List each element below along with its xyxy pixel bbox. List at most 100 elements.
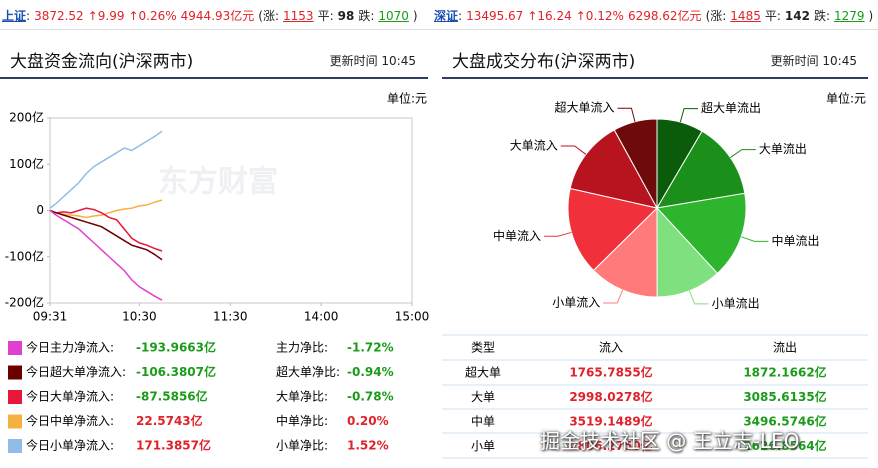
up-label: (涨: — [258, 9, 280, 23]
y-tick-label: 200亿 — [9, 110, 44, 125]
plot-frame — [49, 117, 413, 304]
down-count: 1279 — [834, 9, 865, 23]
ratio-label: 小单净比: — [276, 439, 328, 453]
pie-label: 大单流出 — [759, 142, 807, 156]
panel-title: 大盘资金流向(沪深两市) — [10, 52, 194, 72]
leader-line — [688, 290, 709, 305]
index-name[interactable]: 深证 — [434, 9, 459, 23]
index-pct: ↑0.12% — [575, 9, 624, 23]
colon: : — [458, 9, 463, 23]
y-tick-label: -200亿 — [5, 295, 44, 310]
index-value: 13495.67 — [466, 9, 524, 23]
table-cell: 3085.6135亿 — [743, 389, 826, 404]
up-count: 1485 — [730, 9, 761, 23]
series-line — [49, 207, 163, 252]
table-cell: 3496.5746亿 — [743, 414, 826, 429]
legend-label: 今日大单净流入: — [26, 389, 114, 404]
leader-line — [741, 236, 769, 242]
unit-label: 单位:元 — [826, 91, 866, 106]
leader-line — [617, 107, 636, 122]
pie-label: 超大单流出 — [701, 100, 761, 115]
panel-title: 大盘成交分布(沪深两市) — [452, 52, 636, 72]
ratio-value: -0.78% — [347, 390, 394, 404]
divider — [0, 29, 878, 30]
legend-value: 22.5743亿 — [136, 413, 203, 428]
flat-label: 平: — [317, 9, 334, 23]
leader-line — [560, 145, 587, 155]
ratio-value: -1.72% — [347, 341, 394, 355]
leader-line — [603, 289, 624, 304]
index-change: ↑9.99 — [87, 9, 125, 23]
table-cell: 小单 — [471, 439, 495, 453]
table-header: 类型 — [471, 341, 495, 355]
leader-line — [730, 149, 756, 158]
legend-value: -193.9663亿 — [136, 340, 216, 355]
table-cell: 1872.1662亿 — [743, 365, 826, 380]
pie-slice — [592, 206, 658, 298]
x-tick-label: 15:00 — [395, 310, 430, 324]
pie-label: 超大单流入 — [554, 100, 614, 115]
update-time: 更新时间 10:45 — [329, 54, 416, 68]
table-cell: 2998.0278亿 — [569, 389, 652, 404]
ratio-value: 0.20% — [347, 414, 389, 428]
legend-label: 今日超大单净流入: — [26, 364, 126, 379]
down-label: 跌: — [813, 9, 830, 23]
series-line — [49, 209, 163, 301]
legend-swatch — [8, 439, 22, 453]
turnover: 6298.62亿元 — [627, 9, 702, 23]
legend-value: 171.3857亿 — [136, 438, 211, 453]
table-cell: 大单 — [471, 390, 495, 404]
ticker-sz: 深证: 13495.67 ↑16.24 ↑0.12% 6298.62亿元 (涨: 1485 平… — [434, 7, 877, 24]
ratio-label: 超大单净比: — [276, 364, 340, 379]
legend-label: 今日中单净流入: — [26, 413, 114, 428]
table-cell: 超大单 — [465, 365, 501, 380]
legend-label: 今日小单净流入: — [26, 438, 114, 453]
table-cell: 中单 — [471, 414, 495, 429]
unit-label: 单位:元 — [387, 91, 427, 106]
title-bar — [442, 77, 868, 79]
index-value: 3872.52 — [34, 9, 84, 23]
legend-swatch — [8, 390, 22, 404]
pie-slice — [567, 187, 659, 272]
pie-slice — [569, 129, 658, 209]
update-time: 更新时间 10:45 — [770, 54, 857, 68]
x-tick-label: 14:00 — [304, 310, 339, 324]
flat-count: 142 — [784, 9, 810, 23]
watermark: 掘金技术社区 @ 王立志-LEO — [540, 429, 800, 453]
table-header: 流入 — [599, 341, 623, 355]
ratio-label: 大单净比: — [276, 390, 328, 404]
ratio-value: 1.52% — [347, 439, 389, 453]
ratio-label: 主力净比: — [276, 341, 328, 355]
y-tick-label: 100亿 — [9, 156, 44, 171]
y-tick-label: 0 — [36, 203, 44, 217]
index-change: ↑16.24 — [527, 9, 572, 23]
x-tick-label: 10:30 — [122, 310, 157, 324]
colon: : — [26, 9, 31, 23]
legend-swatch — [8, 341, 22, 355]
table-header: 流出 — [773, 341, 797, 355]
legend-label: 今日主力净流入: — [26, 340, 114, 355]
series-line — [49, 199, 163, 219]
chart-watermark: 东方财富 — [158, 165, 278, 200]
legend-value: -87.5856亿 — [136, 389, 208, 404]
legend-swatch — [8, 365, 22, 380]
ratio-label: 中单净比: — [276, 413, 328, 428]
title-bar — [0, 77, 428, 79]
series-line — [49, 130, 163, 209]
pie-label: 小单流入 — [552, 296, 600, 310]
pie-label: 中单流出 — [771, 233, 819, 248]
up-label: (涨: — [705, 9, 727, 23]
close-paren: ) — [868, 9, 874, 23]
ticker-sh: 上证: 3872.52 ↑9.99 ↑0.26% 4944.93亿元 (涨: 1153 平: 9… — [2, 7, 422, 24]
leader-line — [679, 108, 699, 123]
table-cell: 2806.2750亿 — [569, 438, 652, 453]
down-label: 跌: — [358, 9, 375, 23]
index-name[interactable]: 上证 — [2, 9, 27, 23]
x-tick-label: 11:30 — [213, 310, 248, 324]
turnover: 4944.93亿元 — [180, 9, 255, 23]
pie-slice — [613, 118, 658, 209]
table-cell: 2626.8564亿 — [743, 438, 826, 453]
flat-count: 98 — [337, 9, 355, 23]
series-line — [49, 209, 163, 261]
y-tick-label: -100亿 — [5, 248, 44, 263]
